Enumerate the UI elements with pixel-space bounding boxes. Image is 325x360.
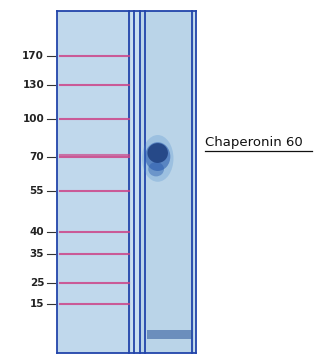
Bar	[57, 11, 196, 353]
Ellipse shape	[145, 142, 170, 171]
Text: 25: 25	[30, 278, 44, 288]
Bar	[140, 11, 194, 353]
Text: 35: 35	[30, 249, 44, 259]
Text: 170: 170	[22, 51, 44, 61]
Text: 130: 130	[22, 80, 44, 90]
Text: 55: 55	[30, 186, 44, 196]
Text: 40: 40	[30, 227, 44, 237]
Text: Chaperonin 60: Chaperonin 60	[205, 136, 303, 149]
Bar	[58, 11, 131, 353]
Text: 100: 100	[22, 114, 44, 124]
Ellipse shape	[142, 135, 174, 182]
Text: 70: 70	[30, 152, 44, 162]
Ellipse shape	[148, 162, 164, 176]
Bar	[147, 330, 192, 339]
Text: 15: 15	[30, 299, 44, 309]
Ellipse shape	[148, 143, 168, 163]
